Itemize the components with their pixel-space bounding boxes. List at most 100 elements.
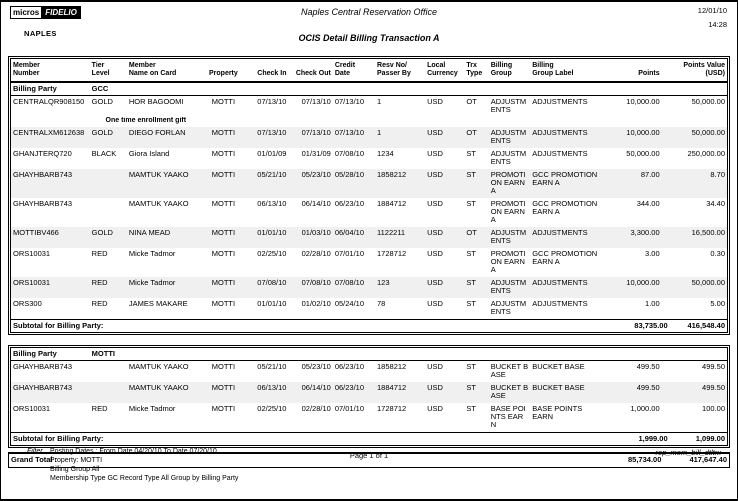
cell-tier_level: RED [91, 299, 108, 308]
cell-tier_level [90, 198, 127, 227]
grand-total-label: Grand Total : [11, 455, 58, 464]
cell-billing_group: PROMOTION EARN A [488, 169, 531, 198]
cell-local_currency: USD [427, 299, 443, 308]
cell-local_currency: USD [427, 199, 443, 208]
billing-table-gcc: Member Number Tier Level Member Name on Ca… [11, 59, 727, 332]
cell-credit_date: 07/13/10 [332, 127, 376, 148]
cell-member_number: GHAYHBARB743 [11, 382, 90, 403]
cell-points_value: 499.50 [669, 382, 727, 403]
cell-resv_no: 78 [377, 299, 386, 308]
column-header-credit_date: Credit Date [334, 62, 356, 77]
cell-trx_type: ST [466, 199, 476, 208]
cell-points: 1.00 [645, 299, 660, 308]
cell-check_out: 01/03/10 [288, 227, 333, 248]
cell-points: 499.50 [636, 362, 660, 371]
cell-points: 10,000.00 [601, 277, 670, 298]
cell-member_name: Giora Island [128, 149, 170, 158]
cell-points: 10,000.00 [626, 97, 660, 106]
cell-property: MOTTI [211, 404, 236, 413]
cell-credit_date: 06/23/10 [332, 382, 376, 403]
cell-property: MOTTI [211, 362, 236, 371]
cell-local_currency: USD [427, 149, 443, 158]
cell-tier_level: RED [91, 249, 108, 258]
grand-total-section: Grand Total : 85,734.00 417,647.40 [8, 452, 730, 468]
cell-property: MOTTI [211, 299, 236, 308]
cell-member_name: MAMTUK YAAKO [126, 382, 202, 403]
cell-member_name: MAMTUK YAAKO [128, 199, 189, 208]
cell-billing_group: ADJUSTMENTS [490, 299, 527, 316]
cell-billing_group: ADJUSTMENTS [488, 227, 531, 248]
table-row: ORS10031 RED Micke Tadmor MOTTI 07/08/10 07/0… [11, 277, 727, 298]
cell-credit_date: 07/01/10 [334, 249, 365, 258]
cell-trx_type: OT [464, 127, 489, 148]
cell-billing_group: ADJUSTMENTS [488, 277, 531, 298]
cell-points_value: 16,500.00 [669, 227, 727, 248]
cell-points: 87.00 [601, 169, 670, 198]
cell-billing_group: BUCKET BASE [488, 382, 531, 403]
column-header-member_number: Member Number [13, 62, 40, 77]
subtotal-row: Subtotal for Billing Party: 1,999.00 1,099… [11, 432, 727, 446]
cell-billing_group_label: GCC PROMOTION EARN A [530, 169, 602, 198]
cell-tier_level [89, 169, 127, 198]
filter-line: Billing Group All [50, 466, 100, 473]
cell-property: MOTTI [201, 169, 245, 198]
page-title: OCIS Detail Billing Transaction A [298, 33, 440, 43]
cell-local_currency: USD [427, 249, 443, 258]
cell-check_in: 07/13/10 [257, 97, 287, 106]
cell-billing_group_label: BUCKET BASE [530, 382, 602, 403]
cell-credit_date: 06/04/10 [332, 227, 376, 248]
cell-billing_group_label: ADJUSTMENTS [532, 97, 588, 106]
cell-member_number: GHAYHBARB743 [13, 362, 73, 371]
table-row: MOTTIBV466 GOLD NINA MEAD MOTTI 01/01/10 01/0… [11, 227, 727, 248]
cell-credit_date: 06/23/10 [334, 199, 365, 208]
billing-party-row: Billing Party GCC [11, 82, 727, 96]
cell-resv_no: 1858212 [377, 362, 407, 371]
cell-member_name: JAMES MAKARE [128, 299, 188, 308]
office-title: Naples Central Reservation Office [300, 7, 438, 17]
micros-fidelio-logo: micros FIDELIO [10, 6, 81, 19]
filter-label: Filter [27, 448, 43, 455]
cell-points: 3.00 [645, 249, 660, 258]
billing-party-value: MOTTI [91, 349, 115, 358]
report-body: Member Number Tier Level Member Name on Ca… [8, 56, 730, 468]
cell-credit_date: 07/08/10 [332, 277, 376, 298]
fidelio-logo-text: FIDELIO [42, 6, 81, 19]
cell-check_out: 06/14/10 [301, 199, 331, 208]
cell-member_name: HOR BAGOOMI [128, 97, 184, 106]
cell-check_out: 01/31/09 [301, 149, 331, 158]
column-header-billing_group_label: Billing Group Label [532, 62, 574, 77]
cell-billing_group_label: BASE POINTS EARN [532, 404, 583, 421]
cell-resv_no: 1884712 [377, 199, 407, 208]
cell-property: MOTTI [211, 149, 236, 158]
cell-trx_type: ST [466, 404, 476, 413]
cell-resv_no: 123 [375, 277, 426, 298]
subtotal-points: 1,999.00 [638, 434, 668, 443]
column-header-check_in: Check In [257, 70, 287, 77]
cell-check_in: 01/01/09 [257, 149, 287, 158]
cell-property: MOTTI [211, 199, 236, 208]
subtotal-label: Subtotal for Billing Party: [13, 321, 104, 330]
cell-billing_group_label: ADJUSTMENTS [530, 227, 602, 248]
cell-billing_group_label: GCC PROMOTION EARN A [532, 249, 598, 266]
billing-party-value: GCC [91, 84, 109, 93]
cell-member_number: GHAYHBARB743 [11, 169, 90, 198]
cell-check_in: 02/25/10 [257, 404, 287, 413]
cell-resv_no: 1 [375, 127, 426, 148]
grand-total-points-value: 417,647.40 [689, 455, 727, 464]
cell-check_in: 07/13/10 [244, 127, 289, 148]
cell-tier_level: RED [91, 404, 108, 413]
cell-billing_group: BASE POINTS EARN [490, 404, 526, 429]
cell-points_value: 34.40 [706, 199, 725, 208]
cell-local_currency: USD [425, 127, 465, 148]
cell-tier_level: GOLD [89, 227, 127, 248]
column-header-property: Property [209, 70, 238, 77]
table-row: GHAYHBARB743 MAMTUK YAAKO MOTTI 06/13/10 06/… [11, 198, 727, 227]
cell-points: 10,000.00 [601, 127, 670, 148]
cell-points: 3,300.00 [601, 227, 670, 248]
cell-member_name: DIEGO FORLAN [126, 127, 202, 148]
cell-check_out: 01/02/10 [301, 299, 331, 308]
cell-resv_no: 1234 [377, 149, 394, 158]
cell-resv_no: 1884712 [375, 382, 426, 403]
table-row: ORS10031 RED Micke Tadmor MOTTI 02/25/10 02/2… [11, 403, 727, 433]
cell-member_name: Micke Tadmor [128, 249, 176, 258]
